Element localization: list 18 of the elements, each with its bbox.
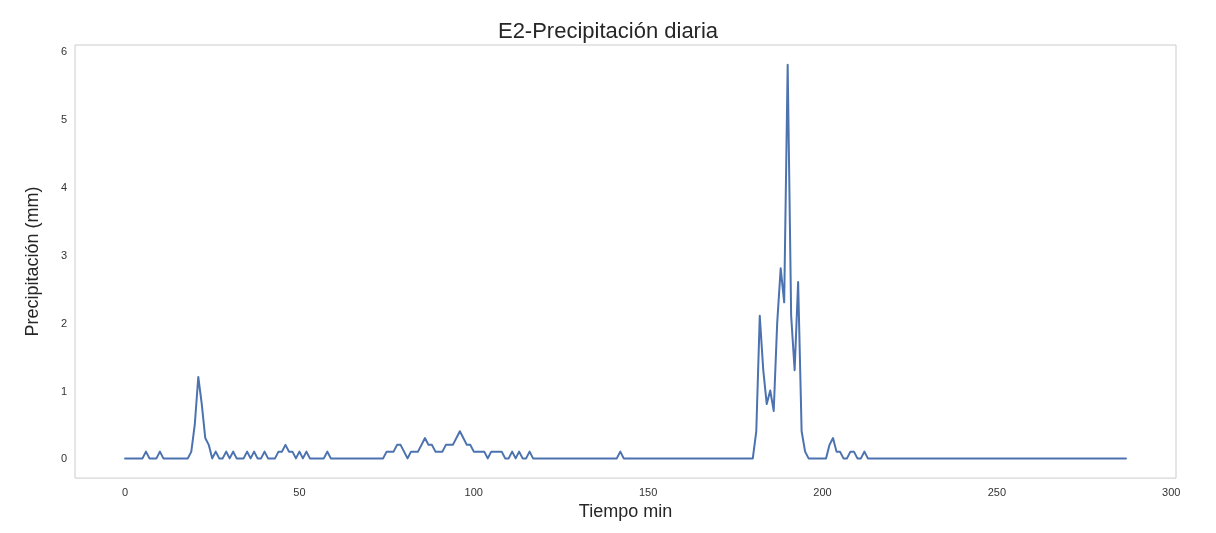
y-tick-label: 1 [60, 384, 67, 397]
x-tick-label: 50 [293, 485, 306, 498]
y-tick-label: 5 [60, 112, 67, 125]
x-tick-label: 300 [1162, 485, 1181, 498]
x-tick-label: 150 [638, 485, 658, 498]
y-tick-label: 3 [60, 248, 67, 261]
y-axis-title: Precipitación (mm) [22, 186, 42, 337]
x-tick-label: 100 [464, 485, 483, 498]
chart-title: E2-Precipitación diaria [497, 17, 719, 43]
y-tick-label: 6 [60, 45, 67, 58]
x-axis-title: Tiempo min [578, 501, 673, 521]
y-tick-label: 4 [60, 180, 67, 193]
x-tick-label: 0 [121, 485, 129, 498]
y-tick-label: 2 [60, 316, 67, 329]
x-tick-label: 200 [813, 485, 832, 498]
y-tick-label: 0 [60, 452, 67, 465]
x-tick-label: 250 [987, 485, 1007, 498]
line-series [124, 63, 1127, 460]
